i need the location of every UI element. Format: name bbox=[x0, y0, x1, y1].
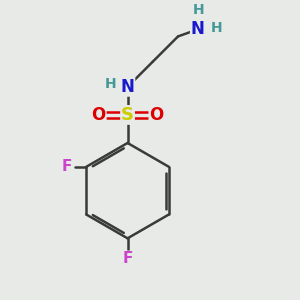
Text: S: S bbox=[121, 106, 134, 124]
Text: H: H bbox=[105, 77, 116, 91]
Text: N: N bbox=[191, 20, 205, 38]
Text: F: F bbox=[122, 251, 133, 266]
Text: O: O bbox=[92, 106, 106, 124]
Text: H: H bbox=[211, 21, 223, 35]
Text: N: N bbox=[121, 78, 134, 96]
Text: O: O bbox=[149, 106, 164, 124]
Text: H: H bbox=[193, 3, 204, 17]
Text: F: F bbox=[61, 159, 72, 174]
